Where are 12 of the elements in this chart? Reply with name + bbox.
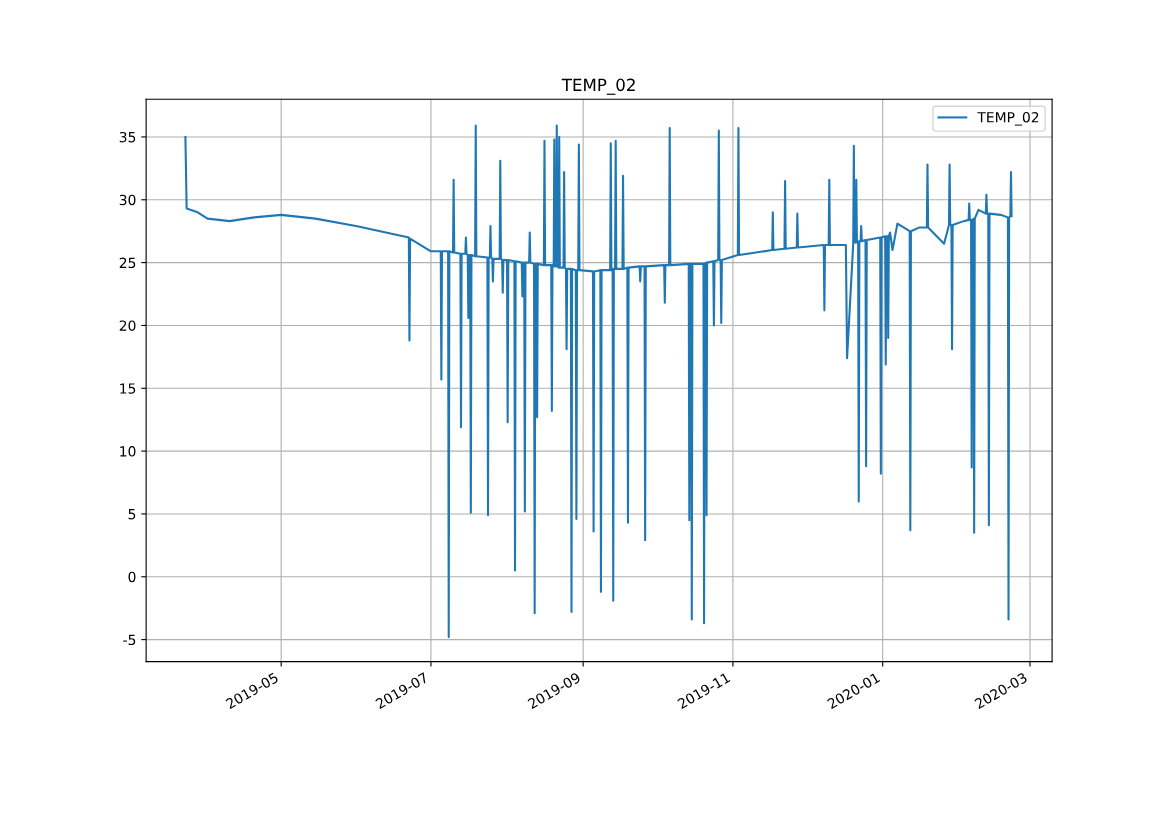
y-tick-label: 5	[128, 509, 136, 520]
y-tick-label: 10	[120, 446, 136, 457]
y-tick-label: 25	[119, 257, 136, 269]
y-tick-label: 35	[119, 131, 136, 143]
y-tick-label: 20	[119, 320, 136, 331]
line-series	[184, 124, 1013, 639]
chart-title: TEMP_02	[561, 78, 635, 95]
legend-label: TEMP_02	[977, 111, 1039, 126]
y-tick-label: 30	[119, 194, 136, 206]
y-tick-label: 0	[128, 571, 136, 583]
y-tick-label: 15	[120, 383, 136, 394]
y-tick-label: -5	[123, 634, 136, 646]
